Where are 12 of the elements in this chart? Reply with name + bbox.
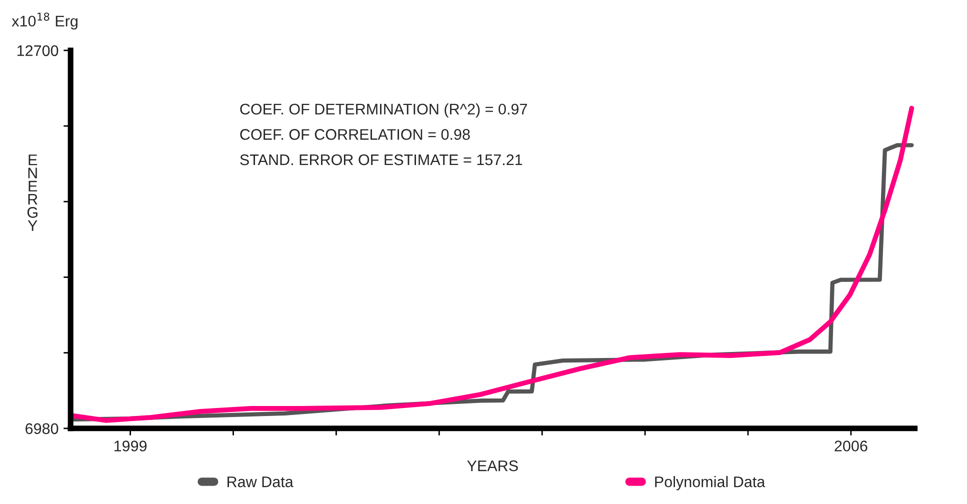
- y-axis-title: ENERGY: [27, 154, 38, 231]
- annotation: COEF. OF DETERMINATION (R^2) = 0.97: [240, 103, 527, 118]
- x-tick-label: 2006: [834, 440, 868, 452]
- legend-label: Raw Data: [228, 476, 294, 488]
- annotation: STAND. ERROR OF ESTIMATE = 157.21: [240, 154, 522, 166]
- annotation: COEF. OF CORRELATION = 0.98: [240, 129, 470, 140]
- x-axis-title: YEARS: [467, 460, 518, 472]
- y-tick-label: 6980: [26, 423, 58, 434]
- legend-label: Polynomial Data: [655, 476, 766, 490]
- x-tick-label: 1999: [114, 440, 147, 452]
- text: x10$^{18}$ Erg: [12, 12, 78, 30]
- y-tick-label: 12700: [17, 45, 58, 56]
